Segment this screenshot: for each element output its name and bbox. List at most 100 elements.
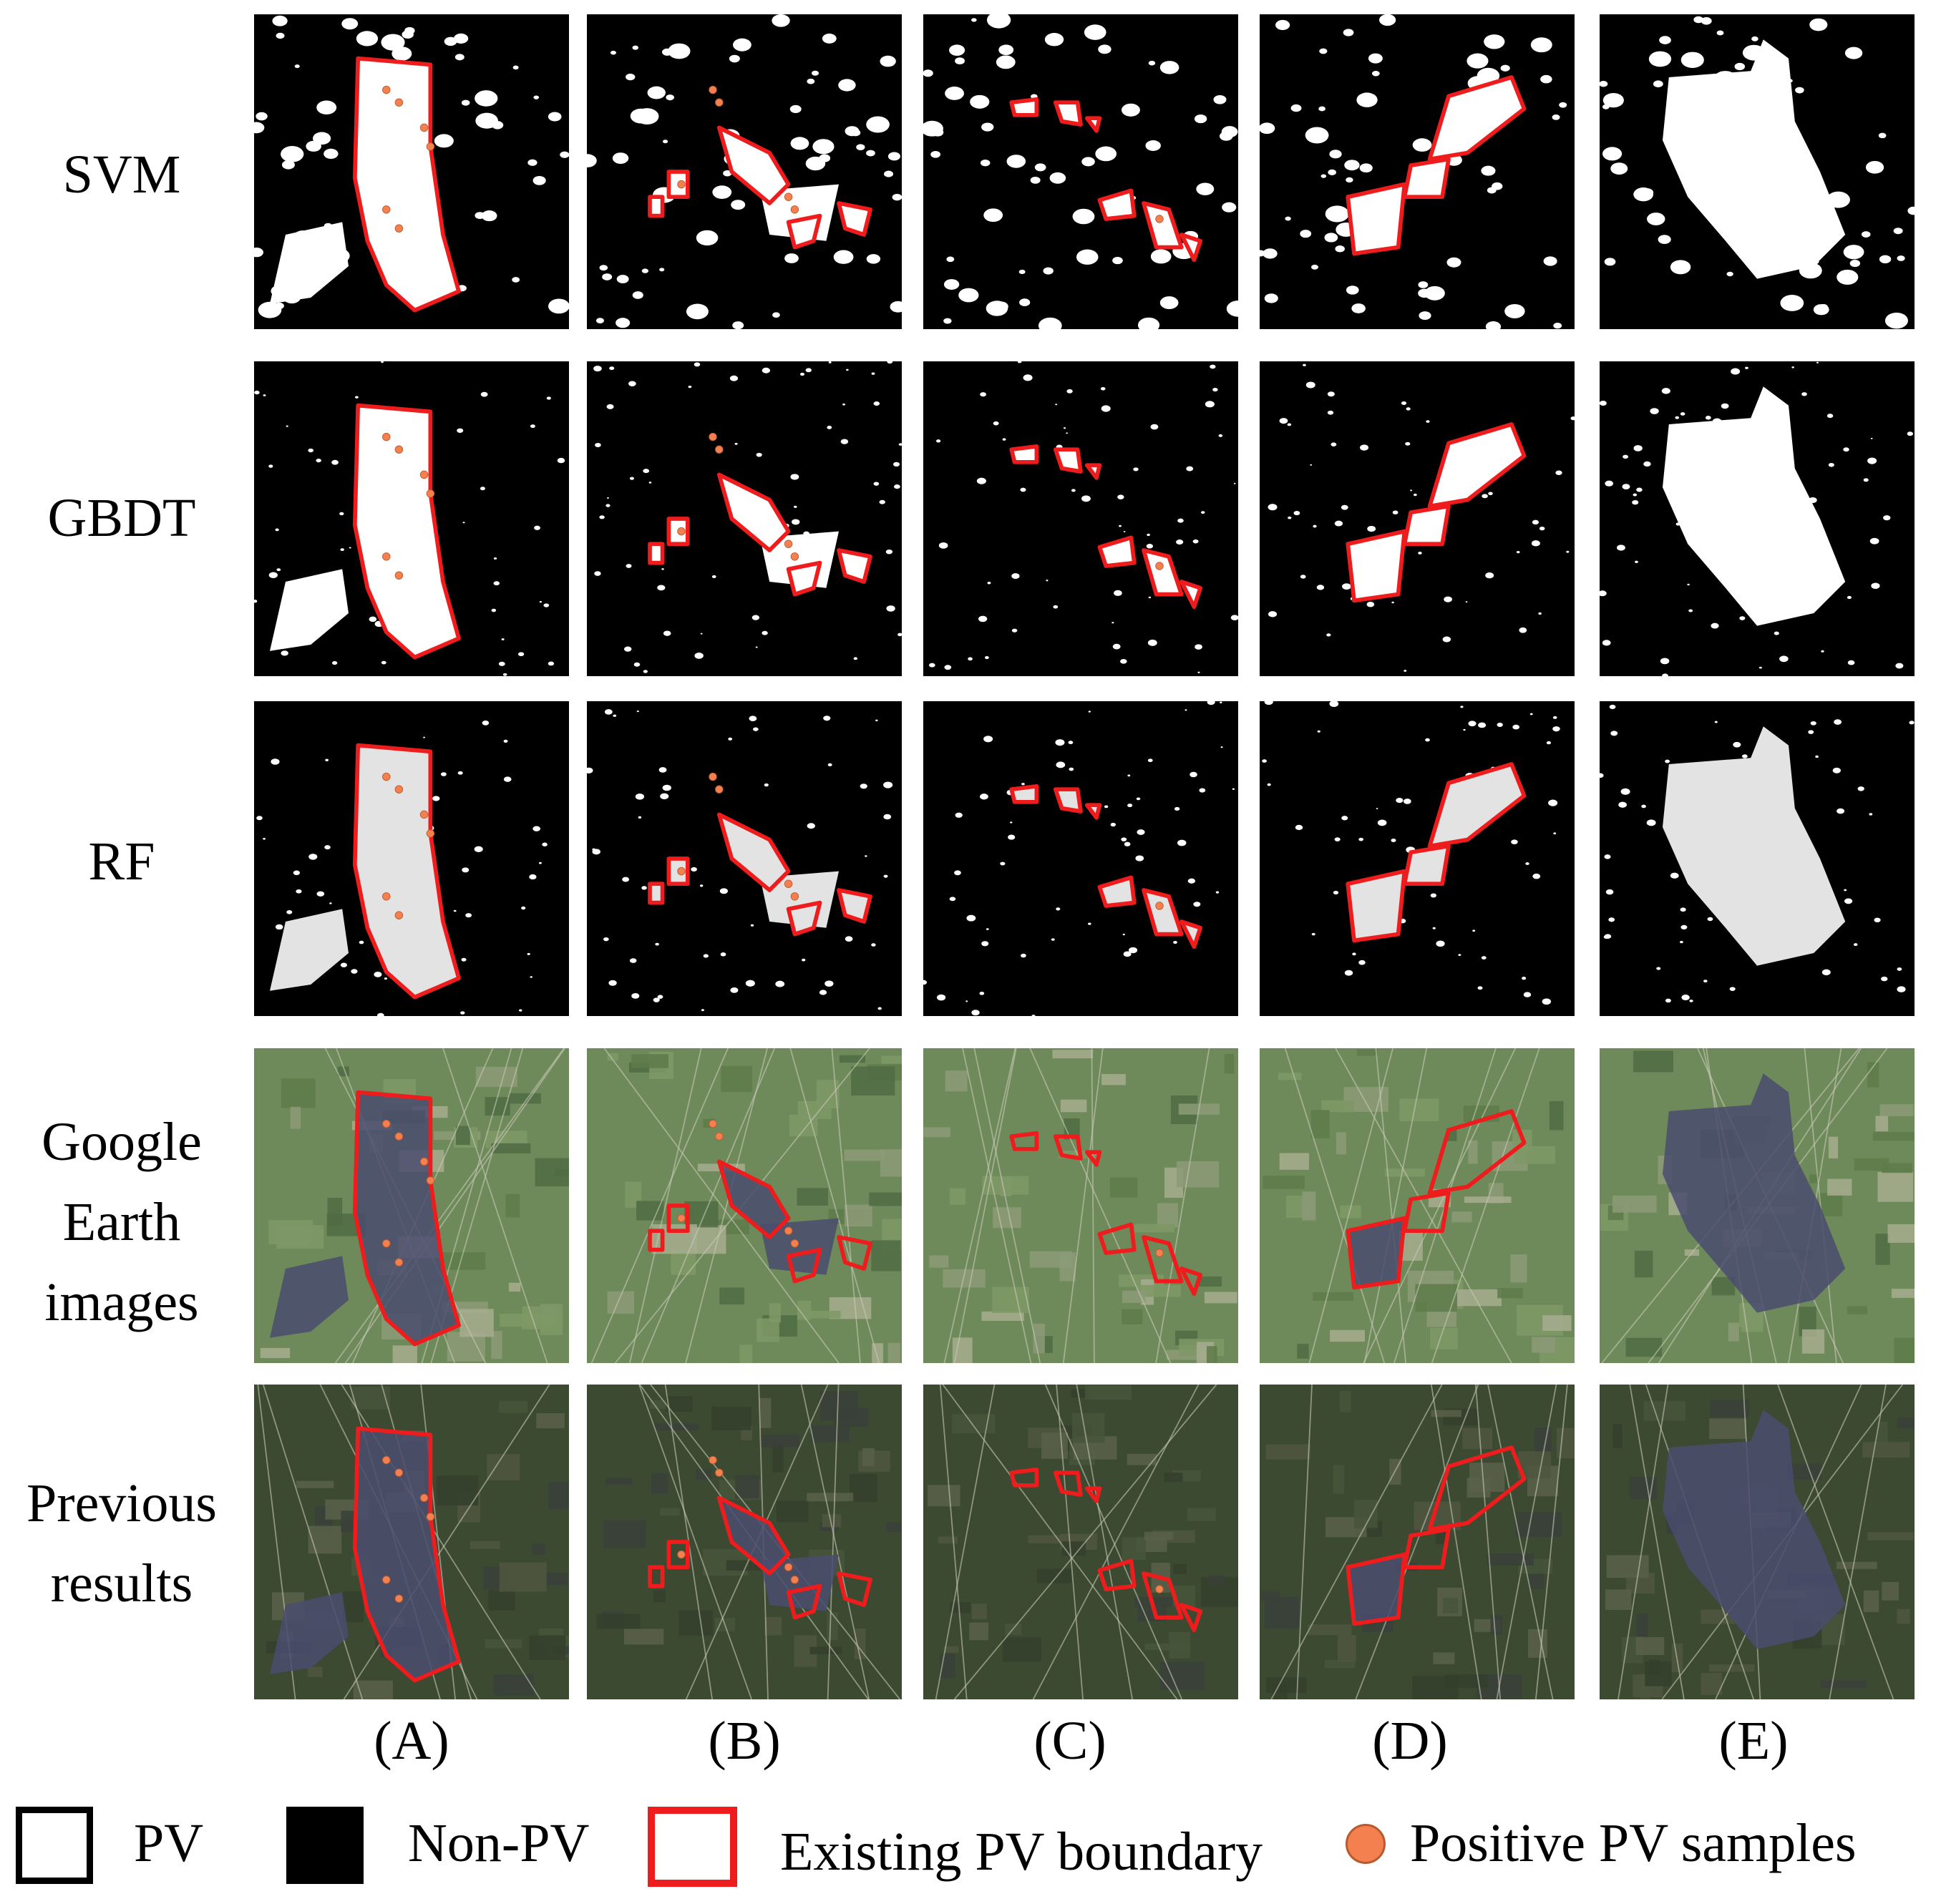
positive-sample-dot (383, 86, 391, 94)
row-label-google-earth: Google Earth images (0, 1102, 243, 1342)
panel-svm-d (1260, 14, 1575, 329)
panel-gbdt-b (587, 361, 902, 676)
panel-svm-b (587, 14, 902, 329)
legend-non-pv-swatch (286, 1807, 364, 1884)
positive-sample-dot (678, 1551, 686, 1558)
panel-rf-d (1260, 701, 1575, 1016)
positive-sample-dot (395, 225, 403, 233)
positive-sample-dot (383, 1120, 391, 1128)
panel-background (923, 14, 1238, 329)
positive-sample-dot (791, 206, 799, 214)
legend-boundary-label: Existing PV boundary (780, 1821, 1263, 1883)
positive-sample-dot (395, 1469, 403, 1477)
positive-sample-dot (383, 1240, 391, 1248)
row-label-line: RF (0, 823, 243, 900)
panel-svm-a (254, 14, 569, 329)
positive-sample-dot (1156, 902, 1164, 910)
row-label-line: images (0, 1262, 243, 1342)
column-label-a: (A) (254, 1710, 569, 1772)
legend-boundary-swatch (648, 1807, 737, 1887)
positive-sample-dot (427, 1177, 434, 1185)
positive-sample-dot (791, 1240, 799, 1248)
column-label-e: (E) (1596, 1710, 1911, 1772)
row-label-line: GBDT (0, 479, 243, 557)
panel-rf-a (254, 701, 569, 1016)
positive-sample-dot (716, 1469, 724, 1477)
positive-sample-dot (383, 773, 391, 781)
positive-sample-dot (420, 1494, 428, 1502)
positive-sample-dot (395, 786, 403, 794)
panel-background (923, 701, 1238, 1016)
row-label-line: Earth (0, 1182, 243, 1262)
positive-sample-dot (420, 1158, 428, 1166)
positive-sample-dot (420, 124, 428, 132)
positive-sample-dot (709, 1120, 717, 1128)
positive-sample-dot (791, 1576, 799, 1584)
panel-google-d (1260, 1048, 1575, 1363)
positive-sample-dot (678, 1214, 686, 1222)
panel-google-e (1600, 1048, 1915, 1363)
positive-sample-dot (427, 830, 434, 838)
positive-sample-dot (678, 180, 686, 188)
positive-sample-dot (395, 912, 403, 919)
row-label-line: Previous (0, 1463, 243, 1543)
panel-background (923, 361, 1238, 676)
legend-pv-swatch (16, 1807, 93, 1884)
row-label-line: Google (0, 1102, 243, 1182)
positive-sample-dot (716, 786, 724, 794)
panel-svm-c (923, 14, 1238, 329)
positive-sample-dot (427, 1513, 434, 1521)
positive-sample-dot (709, 1456, 717, 1464)
positive-sample-dot (383, 893, 391, 901)
panel-gbdt-a (254, 361, 569, 676)
positive-sample-dot (709, 773, 717, 781)
positive-sample-dot (784, 1227, 792, 1235)
panel-rf-e (1600, 701, 1915, 1016)
row-label-line: results (0, 1543, 243, 1624)
positive-sample-dot (1156, 562, 1164, 570)
legend-non-pv-label: Non-PV (408, 1812, 589, 1875)
positive-sample-dot (395, 572, 403, 580)
positive-sample-dot (1156, 215, 1164, 223)
positive-sample-dot (709, 86, 717, 94)
column-label-d: (D) (1252, 1710, 1567, 1772)
positive-sample-dot (716, 1133, 724, 1141)
panel-gbdt-e (1600, 361, 1915, 676)
panel-rf-b (587, 701, 902, 1016)
positive-sample-dot (784, 193, 792, 201)
legend-pv-label: PV (134, 1812, 203, 1875)
panel-gbdt-d (1260, 361, 1575, 676)
positive-sample-dot (383, 433, 391, 441)
positive-sample-dot (709, 433, 717, 441)
row-label-rf: RF (0, 823, 243, 900)
column-label-c: (C) (913, 1710, 1227, 1772)
panel-previous-a (254, 1385, 569, 1699)
panel-previous-b (587, 1385, 902, 1699)
pv-area (760, 1219, 839, 1275)
positive-sample-dot (395, 1595, 403, 1603)
positive-sample-dot (427, 143, 434, 151)
positive-sample-dot (716, 446, 724, 454)
positive-sample-dot (383, 553, 391, 561)
panel-svm-e (1600, 14, 1915, 329)
positive-sample-dot (383, 206, 391, 214)
positive-sample-dot (791, 893, 799, 901)
positive-sample-dot (784, 880, 792, 888)
row-label-line: SVM (0, 136, 243, 213)
legend-samples-label: Positive PV samples (1410, 1812, 1857, 1875)
row-label-svm: SVM (0, 136, 243, 213)
panel-google-b (587, 1048, 902, 1363)
positive-sample-dot (784, 1563, 792, 1571)
positive-sample-dot (420, 811, 428, 819)
panel-gbdt-c (923, 361, 1238, 676)
panel-previous-d (1260, 1385, 1575, 1699)
positive-sample-dot (678, 527, 686, 535)
positive-sample-dot (1156, 1249, 1164, 1257)
positive-sample-dot (383, 1576, 391, 1584)
positive-sample-dot (395, 99, 403, 107)
positive-sample-dot (716, 99, 724, 107)
positive-sample-dot (791, 553, 799, 561)
positive-sample-dot (395, 446, 403, 454)
panel-google-c (923, 1048, 1238, 1363)
legend-sample-dot-icon (1346, 1824, 1386, 1864)
